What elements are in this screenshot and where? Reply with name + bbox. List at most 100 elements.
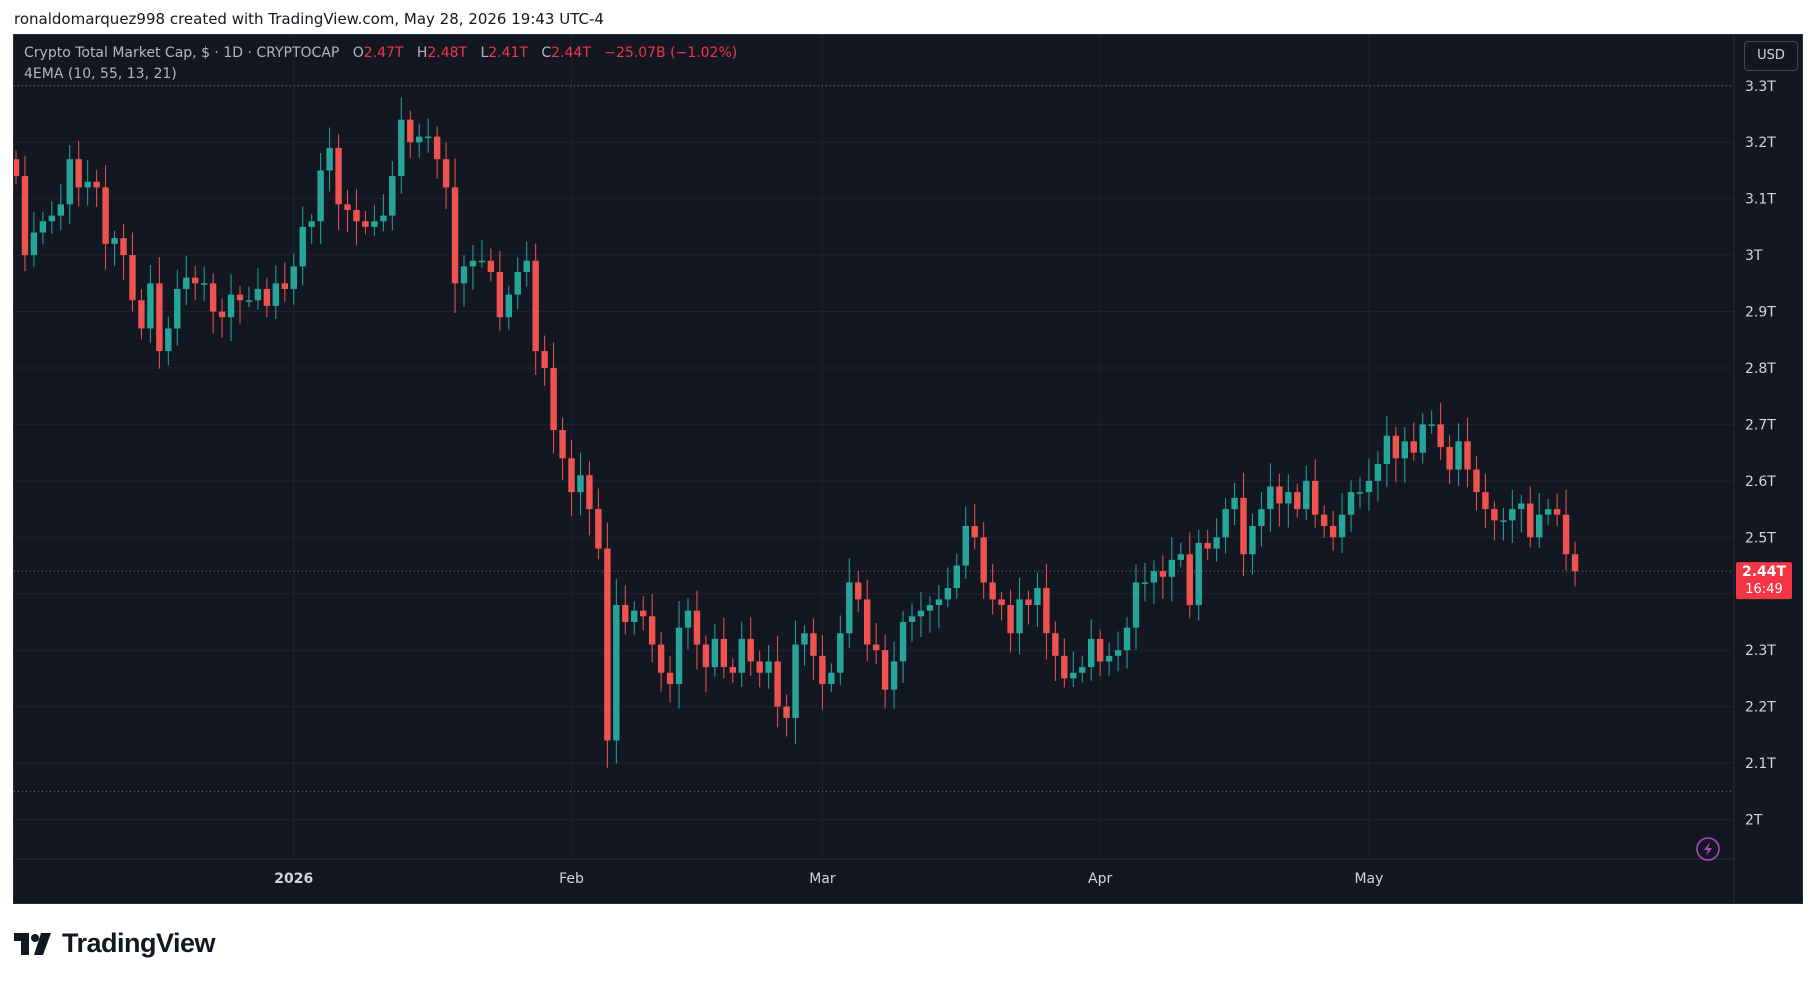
candle <box>1320 505 1328 538</box>
candle-body <box>353 209 360 222</box>
candle-body <box>57 204 64 216</box>
candle <box>30 212 38 267</box>
price-tick-label: 2.5T <box>1745 530 1776 546</box>
candle-body <box>613 605 620 741</box>
candle <box>1329 511 1337 551</box>
candle-body <box>828 672 835 685</box>
candle <box>272 265 280 319</box>
candle <box>622 585 629 635</box>
candle-body <box>729 667 736 673</box>
alert-lightning-icon[interactable] <box>1696 837 1720 861</box>
candle <box>335 134 342 231</box>
candle-body <box>926 605 934 611</box>
candle <box>1347 480 1355 532</box>
candle-body <box>881 650 889 690</box>
candle-body <box>1276 486 1283 504</box>
candle <box>424 118 432 153</box>
indicator-name[interactable]: 4EMA (10, 55, 13, 21) <box>24 66 177 82</box>
candlestick-chart[interactable]: 2T2.1T2.2T2.3T2.4T2.5T2.6T2.7T2.8T2.9T3T… <box>14 35 1802 903</box>
candle-body <box>1347 492 1355 515</box>
candle <box>998 592 1005 621</box>
candle-body <box>371 221 378 227</box>
candle <box>846 557 853 648</box>
candle <box>138 289 145 340</box>
candle-body <box>1500 520 1507 522</box>
candle <box>514 257 521 310</box>
candle <box>1410 422 1417 461</box>
candle <box>478 239 486 268</box>
candle <box>604 522 611 768</box>
chart-panel[interactable]: 2T2.1T2.2T2.3T2.4T2.5T2.6T2.7T2.8T2.9T3T… <box>13 34 1803 904</box>
candle <box>236 285 244 324</box>
candle-body <box>1195 542 1202 606</box>
time-tick-label: Feb <box>559 871 584 887</box>
candle <box>1052 621 1059 681</box>
candle <box>1061 638 1068 688</box>
candle <box>1571 541 1579 587</box>
candle-body <box>514 272 521 295</box>
candle <box>765 645 772 689</box>
candle <box>1168 537 1176 602</box>
indicator-legend[interactable]: 4EMA (10, 55, 13, 21) <box>24 66 177 82</box>
candle-body <box>174 288 181 329</box>
candle-body <box>129 255 136 301</box>
candle <box>1249 513 1256 575</box>
candle-body <box>1088 638 1095 668</box>
candle <box>245 286 253 308</box>
candle <box>1267 463 1274 532</box>
candle <box>1383 416 1391 487</box>
candle <box>1159 555 1167 599</box>
candle-body <box>523 260 530 273</box>
candle <box>989 564 996 615</box>
candle <box>550 342 557 454</box>
candle <box>174 269 181 346</box>
candle-body <box>192 277 199 284</box>
candle <box>1562 489 1570 571</box>
candle <box>254 268 262 310</box>
candle <box>442 142 450 210</box>
candle-body <box>326 147 333 171</box>
candle <box>1204 529 1211 560</box>
candle <box>1428 410 1435 434</box>
candle <box>1025 590 1032 625</box>
candle-body <box>1034 588 1041 606</box>
candle <box>908 603 916 642</box>
candle <box>855 571 862 612</box>
candle <box>1043 564 1050 660</box>
symbol-legend[interactable]: Crypto Total Market Cap, $ · 1D · CRYPTO… <box>24 45 737 61</box>
candle <box>1518 494 1525 533</box>
candle <box>1303 465 1310 521</box>
candle <box>1016 577 1023 655</box>
candle-body <box>684 610 692 628</box>
candle <box>227 274 235 342</box>
candle <box>881 635 889 709</box>
candle <box>917 592 925 638</box>
candle <box>93 170 100 207</box>
candle <box>559 417 566 480</box>
candle-body <box>1123 627 1131 651</box>
candle <box>532 243 539 375</box>
candle <box>541 335 548 386</box>
currency-button[interactable]: USD <box>1744 41 1798 71</box>
candle-body <box>980 537 987 583</box>
candle <box>1294 483 1301 518</box>
candle <box>1338 492 1346 554</box>
candle-body <box>1132 582 1140 628</box>
candle-body <box>1571 554 1579 572</box>
candle <box>944 567 952 608</box>
open-label: O <box>352 45 364 61</box>
candle <box>1553 493 1561 527</box>
candle-body <box>541 351 548 368</box>
candle <box>156 257 163 369</box>
candle-body <box>872 644 880 651</box>
candle-body <box>1007 605 1014 634</box>
candle <box>362 211 369 235</box>
candle-body <box>1437 424 1444 447</box>
symbol-name[interactable]: Crypto Total Market Cap, $ · 1D · CRYPTO… <box>24 45 340 61</box>
candle <box>971 504 978 550</box>
candle <box>595 488 602 560</box>
candle <box>1222 498 1229 554</box>
candle-body <box>908 616 916 622</box>
candle <box>200 266 208 301</box>
candle <box>837 615 844 685</box>
